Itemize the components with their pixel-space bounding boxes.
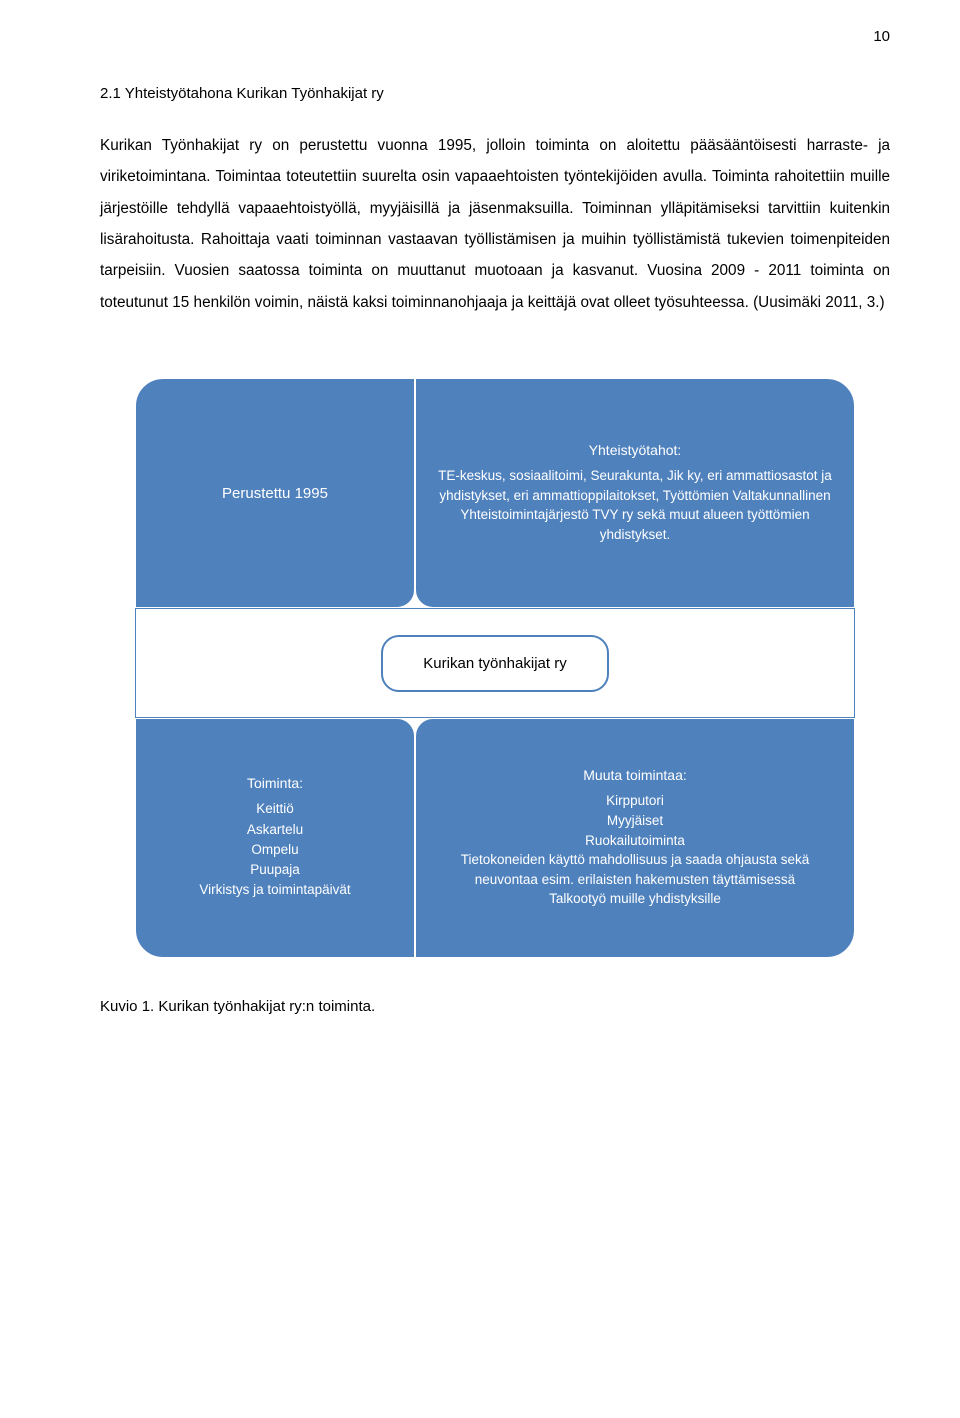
quad-top-left: Perustettu 1995 <box>135 378 415 608</box>
quad-top-right: Yhteistyötahot: TE-keskus, sosiaalitoimi… <box>415 378 855 608</box>
quad-br-item: Talkootyö muille yhdistyksille <box>549 889 721 909</box>
page-content: 2.1 Yhteistyötahona Kurikan Työnhakijat … <box>0 0 960 1015</box>
figure-caption: Kuvio 1. Kurikan työnhakijat ry:n toimin… <box>100 998 890 1015</box>
quad-bl-item: Puupaja <box>250 860 300 880</box>
quad-bottom-right: Muuta toimintaa: Kirpputori Myyjäiset Ru… <box>415 718 855 958</box>
quad-bl-item: Askartelu <box>247 820 303 840</box>
quadrant-diagram: Perustettu 1995 Yhteistyötahot: TE-kesku… <box>135 378 855 958</box>
quad-br-title: Muuta toimintaa: <box>583 767 687 783</box>
quad-br-item: Tietokoneiden käyttö mahdollisuus ja saa… <box>436 850 834 889</box>
quad-bottom-left: Toiminta: Keittiö Askartelu Ompelu Puupa… <box>135 718 415 958</box>
quad-tr-title: Yhteistyötahot: <box>589 442 682 458</box>
body-paragraph: Kurikan Työnhakijat ry on perustettu vuo… <box>100 130 890 318</box>
quad-bl-item: Virkistys ja toimintapäivät <box>199 880 350 900</box>
diagram-center-box: Kurikan työnhakijat ry <box>381 635 608 692</box>
section-heading: 2.1 Yhteistyötahona Kurikan Työnhakijat … <box>100 85 890 102</box>
quad-br-item: Myyjäiset <box>607 811 663 831</box>
quad-tl-label: Perustettu 1995 <box>222 485 328 502</box>
quad-bl-item: Ompelu <box>251 840 298 860</box>
quad-bl-title: Toiminta: <box>247 775 303 791</box>
diagram-center-strip: Kurikan työnhakijat ry <box>135 608 855 718</box>
page-number: 10 <box>873 28 890 45</box>
quad-bl-item: Keittiö <box>256 799 294 819</box>
quad-tr-text: TE-keskus, sosiaalitoimi, Seurakunta, Ji… <box>436 466 834 544</box>
quad-br-item: Kirpputori <box>606 791 664 811</box>
quad-br-item: Ruokailutoiminta <box>585 831 685 851</box>
